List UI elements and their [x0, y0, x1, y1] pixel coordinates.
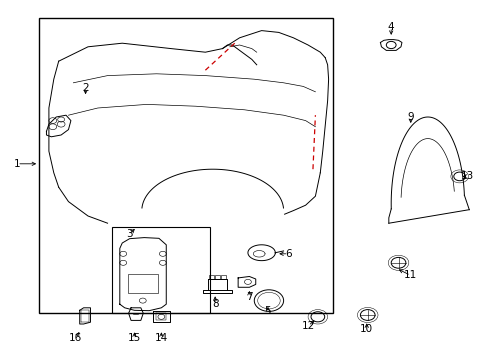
Text: 1: 1	[14, 159, 20, 169]
Text: 16: 16	[69, 333, 82, 343]
Text: 9: 9	[407, 112, 413, 122]
Text: 15: 15	[127, 333, 141, 343]
Text: 10: 10	[360, 324, 372, 334]
Bar	[39, 18, 332, 313]
Bar	[128, 274, 158, 293]
Text: 3: 3	[126, 229, 133, 239]
Text: 8: 8	[211, 299, 218, 309]
Text: 4: 4	[387, 22, 394, 32]
Text: 2: 2	[82, 83, 89, 93]
Text: 5: 5	[264, 306, 271, 316]
Text: 7: 7	[245, 292, 252, 302]
Text: 13: 13	[459, 171, 473, 181]
Text: 11: 11	[403, 270, 417, 280]
Bar	[112, 227, 210, 313]
Text: 6: 6	[285, 249, 291, 259]
Text: 14: 14	[154, 333, 168, 343]
Text: 12: 12	[301, 321, 314, 331]
